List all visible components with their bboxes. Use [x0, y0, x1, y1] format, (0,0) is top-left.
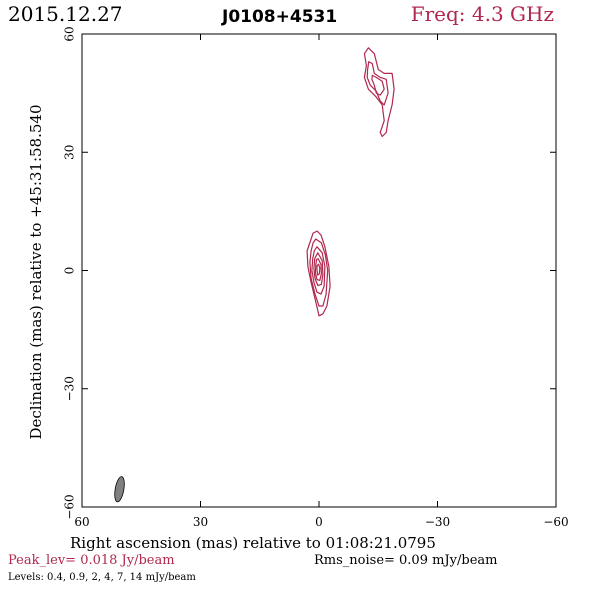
source-name: J0108+4531	[222, 7, 338, 27]
x-tick-label: −60	[543, 515, 568, 529]
axis-ticks: 60 30 0 −30 −60 −60 −30 0 30 60	[63, 26, 569, 529]
contour-line-c0-l2	[311, 246, 326, 295]
contour-layer	[306, 47, 395, 317]
contour-line-c1-l2	[371, 74, 385, 96]
contour-line-c0-l3	[313, 252, 324, 287]
contour-levels: Levels: 0.4, 0.9, 2, 4, 7, 14 mJy/beam	[8, 572, 196, 583]
beam-layer	[114, 476, 125, 503]
rms-noise: Rms_noise= 0.09 mJy/beam	[314, 553, 498, 568]
y-tick-label: 30	[63, 145, 77, 160]
y-axis-label: Declination (mas) relative to +45:31:58.…	[27, 104, 45, 440]
x-tick-label: −30	[425, 515, 450, 529]
x-axis-label: Right ascension (mas) relative to 01:08:…	[70, 534, 436, 552]
y-tick-label: −30	[63, 376, 77, 401]
x-tick-label: 0	[315, 515, 323, 529]
beam-ellipse	[114, 476, 125, 503]
contour-line-c1-l1	[366, 61, 389, 106]
contour-line-c0-l1	[309, 238, 329, 307]
x-tick-label: 60	[74, 515, 89, 529]
x-tick-label: 30	[193, 515, 208, 529]
contour-line-c0-l5	[316, 263, 321, 276]
contour-line-c0-l4	[314, 258, 322, 281]
plot-frame	[81, 33, 557, 508]
y-tick-label: 0	[63, 267, 77, 275]
peak-level: Peak_lev= 0.018 Jy/beam	[8, 553, 175, 568]
contour-line-c1-l0	[363, 47, 395, 138]
y-tick-label: −60	[63, 494, 77, 519]
contour-line-c0-l0	[306, 230, 331, 317]
y-tick-label: 60	[63, 26, 77, 41]
observation-date: 2015.12.27	[8, 2, 123, 26]
frequency-label: Freq: 4.3 GHz	[410, 2, 554, 26]
